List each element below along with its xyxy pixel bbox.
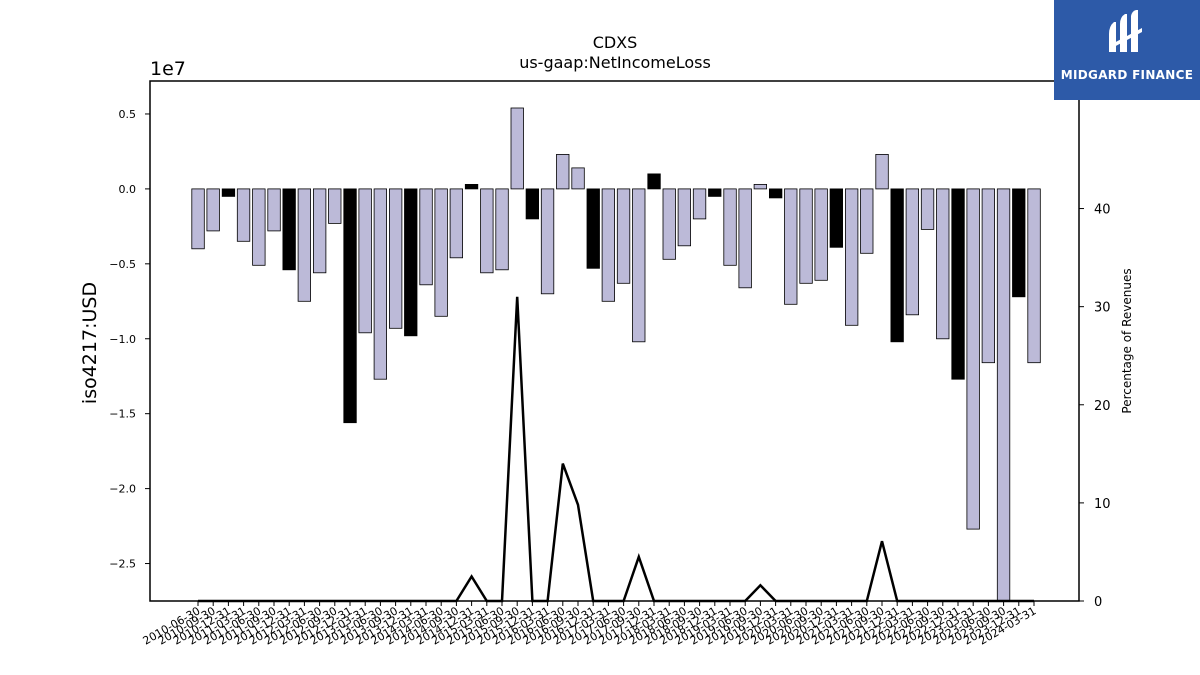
bar-2013-09-30 — [388, 188, 403, 329]
bar-2021-09-30 — [875, 153, 889, 190]
y-tick-label: −2.0 — [109, 483, 136, 496]
y-tick-label: 0.0 — [119, 183, 137, 196]
bar-2024-03-31 — [1027, 188, 1041, 364]
y2-tick-label: 10 — [1094, 497, 1111, 512]
y-tick-label: −2.5 — [109, 558, 136, 571]
y-tick-label: −1.5 — [109, 408, 136, 421]
bar-2011-06-30 — [252, 188, 266, 266]
bar-2018-09-30 — [692, 188, 707, 220]
bar-2023-03-31 — [966, 188, 980, 530]
chart-title: CDXS — [593, 33, 638, 52]
bar-2018-12-31 — [708, 188, 722, 197]
logo-mark-icon — [1109, 10, 1142, 52]
bar-2014-03-31 — [419, 188, 433, 286]
bar-2010-09-30 — [206, 188, 220, 232]
bar-2011-09-30 — [267, 188, 281, 232]
bar-2012-03-31 — [297, 188, 312, 302]
y-tick-label: −1.0 — [109, 333, 136, 346]
bar-2015-03-31 — [480, 188, 494, 274]
bar-2020-03-31 — [784, 188, 798, 305]
y2-tick-label: 30 — [1094, 301, 1111, 316]
bar-2018-06-30 — [677, 188, 691, 247]
plot-frame — [149, 80, 1080, 602]
y-axis-label: iso4217:USD — [79, 282, 101, 404]
midgard-finance-logo: MIDGARD FINANCE — [1054, 0, 1200, 100]
bar-2020-06-30 — [799, 188, 813, 284]
bar-2020-09-30 — [814, 188, 828, 281]
bar-2010-06-30 — [191, 188, 205, 250]
y-tick-label: 0.5 — [119, 108, 137, 121]
bar-2019-09-30 — [753, 183, 767, 190]
bar-2017-12-31 — [647, 173, 661, 190]
axes: 0.50.0−0.5−1.0−1.5−2.0−2.50102030402010-… — [109, 108, 1110, 648]
percentage-line — [198, 296, 1034, 603]
bar-2015-09-30 — [510, 107, 524, 190]
bar-2018-03-31 — [662, 188, 676, 260]
bar-2013-03-31 — [358, 188, 372, 334]
bar-2016-09-30 — [571, 167, 585, 190]
bar-2011-12-31 — [282, 188, 296, 271]
bar-2017-03-31 — [601, 188, 615, 302]
bar-series — [191, 107, 1041, 601]
bar-2016-06-30 — [556, 153, 570, 190]
percentage-line-series — [198, 296, 1034, 603]
bar-2010-12-31 — [221, 188, 236, 197]
chart-subtitle: us-gaap:NetIncomeLoss — [519, 53, 711, 72]
bar-2014-12-31 — [464, 183, 479, 190]
bar-2017-06-30 — [616, 188, 631, 284]
bar-2023-12-31 — [1012, 188, 1026, 298]
bar-2023-09-30 — [996, 188, 1011, 601]
bar-2022-06-30 — [920, 188, 935, 230]
bar-2015-06-30 — [495, 188, 509, 271]
bar-2016-03-31 — [540, 188, 555, 295]
bar-2015-12-31 — [525, 188, 539, 220]
y2-tick-label: 20 — [1094, 399, 1111, 414]
bar-2012-06-30 — [312, 188, 327, 274]
bar-2021-03-31 — [845, 188, 859, 326]
bar-2013-06-30 — [373, 188, 388, 380]
bar-2021-12-31 — [890, 188, 904, 343]
y2-tick-label: 0 — [1094, 595, 1102, 610]
bar-2017-09-30 — [632, 188, 646, 343]
y-offset-label: 1e7 — [150, 58, 186, 80]
bar-2014-06-30 — [434, 188, 448, 317]
bar-2011-03-31 — [236, 188, 251, 242]
y2-tick-label: 40 — [1094, 203, 1111, 218]
bar-2023-06-30 — [981, 188, 995, 364]
bar-2014-09-30 — [449, 188, 464, 259]
bar-2012-12-31 — [343, 188, 357, 424]
bar-2022-12-31 — [951, 188, 965, 380]
bar-2019-03-31 — [723, 188, 737, 266]
bar-2019-06-30 — [738, 188, 752, 289]
bar-2022-03-31 — [905, 188, 919, 316]
bar-2022-09-30 — [936, 188, 950, 340]
bar-2012-09-30 — [328, 188, 342, 224]
bar-2019-12-31 — [769, 188, 783, 199]
bar-2016-12-31 — [586, 188, 600, 269]
y-tick-label: −0.5 — [109, 258, 136, 271]
logo-text: MIDGARD FINANCE — [1060, 68, 1194, 82]
bar-2020-12-31 — [829, 188, 843, 248]
bar-2021-06-30 — [860, 188, 874, 254]
y2-axis-label: Percentage of Revenues — [1120, 268, 1134, 413]
bar-2013-12-31 — [404, 188, 418, 337]
